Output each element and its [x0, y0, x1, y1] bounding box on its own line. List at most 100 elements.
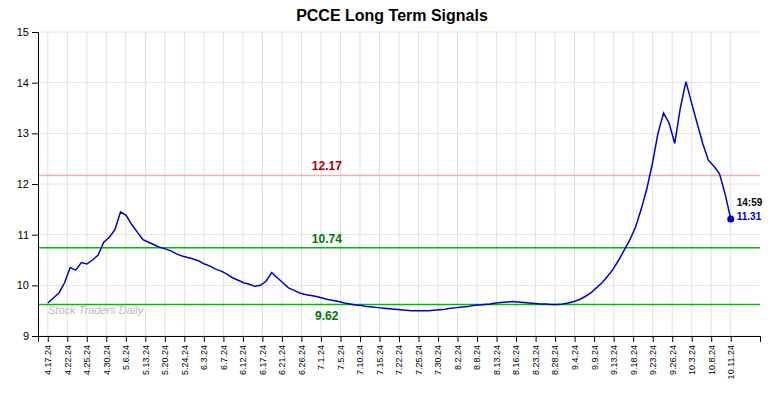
signal-label: 12.17 [312, 159, 342, 173]
x-tick-label: 4.17.24 [43, 345, 53, 375]
x-tick-mark [419, 336, 420, 342]
x-tick-label: 8.16.24 [511, 345, 521, 375]
grid [38, 32, 760, 336]
chart-container: 4.17.244.22.244.25.244.30.245.6.245.13.2… [0, 0, 784, 398]
x-tick-mark [321, 336, 322, 342]
x-tick-mark [692, 336, 693, 342]
x-tick-mark [672, 336, 673, 342]
x-tick-mark [301, 336, 302, 342]
x-tick-label: 6.26.24 [297, 345, 307, 375]
x-tick-label: 6.7.24 [219, 345, 229, 370]
x-tick-mark [223, 336, 224, 342]
x-tick-label: 5.20.24 [160, 345, 170, 375]
x-tick-mark [360, 336, 361, 342]
y-tick-mark [32, 133, 38, 134]
x-tick: 9.18.24 [629, 336, 639, 375]
x-tick: 5.13.24 [141, 336, 151, 375]
x-tick-mark [67, 336, 68, 342]
last-time-label: 14:59 [737, 197, 763, 208]
x-tick-mark [477, 336, 478, 342]
x-tick-mark [633, 336, 634, 342]
x-tick: 9.13.24 [609, 336, 619, 375]
x-tick-mark [243, 336, 244, 342]
x-tick-mark [126, 336, 127, 342]
x-tick-mark [653, 336, 654, 342]
last-point [727, 215, 734, 222]
y-tick: 11 [18, 229, 38, 241]
x-tick-mark [204, 336, 205, 342]
x-tick: 9.26.24 [668, 336, 678, 375]
x-tick-label: 9.9.24 [590, 345, 600, 370]
x-tick-label: 5.6.24 [121, 345, 131, 370]
x-tick: 8.23.24 [531, 336, 541, 375]
x-tick: 6.26.24 [297, 336, 307, 375]
x-tick-label: 8.2.24 [453, 345, 463, 370]
y-tick-mark [32, 32, 38, 33]
x-tick: 6.12.24 [238, 336, 248, 375]
x-tick: 4.30.24 [102, 336, 112, 375]
y-grid-line [38, 184, 760, 185]
x-tick-mark [555, 336, 556, 342]
y-tick-label: 9 [23, 330, 29, 342]
x-tick-label: 6.3.24 [199, 345, 209, 370]
y-tick-mark [32, 285, 38, 286]
x-tick-label: 10.3.24 [687, 345, 697, 375]
x-tick-label: 10.11.24 [726, 345, 736, 379]
signal-label: 10.74 [312, 232, 342, 246]
signal-line [38, 304, 760, 306]
x-tick-label: 8.28.24 [550, 345, 560, 375]
chart-title: PCCE Long Term Signals [296, 7, 488, 24]
x-tick-mark [575, 336, 576, 342]
x-tick-mark [106, 336, 107, 342]
x-tick: 5.20.24 [160, 336, 170, 375]
y-grid-line [38, 285, 760, 286]
x-tick-label: 8.8.24 [472, 345, 482, 370]
x-tick-mark [458, 336, 459, 342]
x-tick-label: 9.4.24 [570, 345, 580, 370]
y-tick-label: 15 [17, 26, 29, 38]
x-tick-mark [497, 336, 498, 342]
x-tick-label: 9.26.24 [668, 345, 678, 375]
last-value-label: 11.31 [737, 211, 762, 222]
x-tick: 6.3.24 [199, 336, 209, 370]
x-tick-label: 7.1.24 [316, 345, 326, 370]
x-tick: 7.25.24 [414, 336, 424, 375]
x-tick-mark [48, 336, 49, 342]
x-tick-label: 7.22.24 [394, 345, 404, 375]
y-tick: 14 [17, 77, 38, 89]
x-tick-mark [340, 336, 341, 342]
x-tick-label: 9.18.24 [629, 345, 639, 375]
x-tick-mark [399, 336, 400, 342]
y-tick: 13 [17, 127, 38, 139]
x-tick-label: 9.13.24 [609, 345, 619, 375]
x-tick: 4.17.24 [43, 336, 53, 375]
x-tick-mark [594, 336, 595, 342]
x-tick-label: 6.17.24 [258, 345, 268, 375]
x-tick: 9.4.24 [570, 336, 580, 370]
x-tick-mark [165, 336, 166, 342]
x-tick-mark [731, 336, 732, 342]
y-grid-line [38, 234, 760, 235]
y-tick-label: 11 [18, 229, 29, 241]
y-tick: 12 [17, 178, 38, 190]
x-tick: 7.22.24 [394, 336, 404, 375]
x-tick: 6.21.24 [277, 336, 287, 375]
x-tick: 7.5.24 [336, 336, 346, 370]
y-grid-line [38, 82, 760, 83]
x-tick-mark [438, 336, 439, 342]
y-tick-mark [32, 235, 38, 236]
y-tick: 10 [17, 279, 38, 291]
x-tick-mark [711, 336, 712, 342]
x-tick-mark [516, 336, 517, 342]
x-tick: 7.1.24 [316, 336, 326, 370]
x-tick-mark [87, 336, 88, 342]
x-tick: 5.24.24 [180, 336, 190, 375]
x-tick: 8.16.24 [511, 336, 521, 375]
x-tick: 4.25.24 [82, 336, 92, 375]
x-tick-label: 8.23.24 [531, 345, 541, 375]
y-grid-line [38, 32, 760, 33]
x-tick: 7.15.24 [375, 336, 385, 375]
x-tick: 7.30.24 [433, 336, 443, 375]
x-tick-label: 7.10.24 [355, 345, 365, 375]
x-tick: 8.13.24 [492, 336, 502, 375]
